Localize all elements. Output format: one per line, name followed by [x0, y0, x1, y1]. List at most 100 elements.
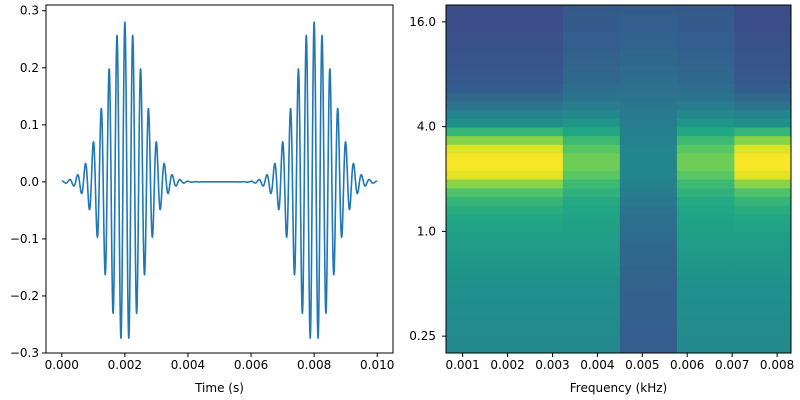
- spectrogram-cell: [676, 31, 735, 41]
- spectrogram-cell: [619, 100, 678, 110]
- spectrogram-cell: [676, 248, 735, 258]
- spectrogram-cell: [562, 92, 621, 102]
- spectrogram-cell: [562, 292, 621, 302]
- spectrogram-cell: [562, 100, 621, 110]
- spectrogram-cell: [676, 300, 735, 311]
- spectrogram-cell: [676, 187, 735, 197]
- spectrogram-cell: [446, 248, 564, 258]
- spectrogram-cell: [446, 109, 564, 119]
- spectrogram-cell: [562, 144, 621, 154]
- spectrogram-cell: [676, 161, 735, 171]
- spectrogram-x-tick-label: 0.006: [670, 358, 704, 372]
- spectrogram-y-tick-label: 16.0: [409, 15, 436, 29]
- spectrogram-cell: [619, 344, 678, 353]
- spectrogram-cell: [619, 83, 678, 93]
- waveform-y-tick-label: 0.1: [20, 118, 39, 132]
- spectrogram-cell: [446, 39, 564, 50]
- spectrogram-cell: [446, 144, 564, 154]
- spectrogram-cell: [619, 5, 678, 15]
- spectrogram-cell: [676, 205, 735, 215]
- spectrogram-cell: [446, 266, 564, 276]
- spectrogram-y-tick-label: 4.0: [417, 120, 436, 134]
- spectrogram-cell: [676, 5, 735, 15]
- spectrogram-cell: [619, 31, 678, 41]
- spectrogram-y-tick-label: 1.0: [417, 224, 436, 238]
- spectrogram-cell: [734, 344, 791, 353]
- spectrogram-cell: [446, 152, 564, 163]
- spectrogram-x-ticks: 0.001 0.002 0.003 0.004 0.005 0.006 0.007 0.008: [445, 353, 794, 372]
- spectrogram-cell: [446, 161, 564, 171]
- spectrogram-cell: [446, 187, 564, 197]
- waveform-x-tick-label: 0.004: [171, 358, 205, 372]
- spectrogram-cell: [676, 213, 735, 224]
- spectrogram-cell: [619, 109, 678, 119]
- spectrogram-cell: [562, 187, 621, 197]
- waveform-y-tick-label: 0.2: [20, 61, 39, 75]
- spectrogram-cell: [446, 57, 564, 67]
- spectrogram-x-tick-label: 0.004: [580, 358, 614, 372]
- spectrogram-cell: [734, 248, 791, 258]
- spectrogram-cell: [734, 335, 791, 345]
- spectrogram-cell: [619, 335, 678, 345]
- spectrogram-cell: [562, 222, 621, 232]
- spectrogram-cell: [562, 57, 621, 67]
- spectrogram-cell: [446, 74, 564, 84]
- spectrogram-panel: 0.001 0.002 0.003 0.004 0.005 0.006 0.007 0.008…: [409, 4, 794, 395]
- spectrogram-cell: [619, 22, 678, 32]
- spectrogram-cell: [446, 170, 564, 180]
- spectrogram-cell: [619, 170, 678, 180]
- spectrogram-cell: [562, 170, 621, 180]
- spectrogram-cell: [562, 274, 621, 284]
- spectrogram-x-tick-label: 0.007: [715, 358, 749, 372]
- spectrogram-cell: [562, 109, 621, 119]
- spectrogram-cell: [446, 300, 564, 311]
- waveform-y-tick-label: −0.3: [10, 346, 39, 360]
- spectrogram-cell: [734, 65, 791, 76]
- spectrogram-cell: [619, 74, 678, 84]
- spectrogram-cell: [446, 274, 564, 284]
- spectrogram-cell: [562, 318, 621, 328]
- spectrogram-cell: [562, 257, 621, 267]
- spectrogram-cell: [562, 13, 621, 23]
- spectrogram-cell: [562, 335, 621, 345]
- waveform-x-tick-label: 0.000: [45, 358, 79, 372]
- spectrogram-cell: [446, 135, 564, 145]
- spectrogram-cell: [446, 283, 564, 293]
- waveform-panel: 0.000 0.002 0.004 0.006 0.008 0.010 −0.3 −0.2 −…: [10, 4, 395, 395]
- spectrogram-cell: [676, 326, 735, 337]
- waveform-y-tick-label: 0.3: [20, 4, 39, 18]
- spectrogram-cell: [562, 205, 621, 215]
- spectrogram-cell: [619, 318, 678, 328]
- spectrogram-cell: [734, 31, 791, 41]
- spectrogram-cell: [734, 152, 791, 163]
- spectrogram-cell: [676, 292, 735, 302]
- spectrogram-cell: [676, 344, 735, 353]
- spectrogram-cell: [676, 231, 735, 241]
- spectrogram-cell: [676, 318, 735, 328]
- waveform-x-ticks: 0.000 0.002 0.004 0.006 0.008 0.010: [45, 353, 394, 372]
- spectrogram-cell: [676, 335, 735, 345]
- spectrogram-cell: [676, 100, 735, 110]
- spectrogram-cell: [619, 309, 678, 319]
- spectrogram-cell: [619, 144, 678, 154]
- spectrogram-cell: [619, 239, 678, 250]
- waveform-y-tick-label: −0.2: [10, 289, 39, 303]
- spectrogram-cell: [562, 126, 621, 137]
- spectrogram-cell: [676, 135, 735, 145]
- spectrogram-cell: [619, 92, 678, 102]
- spectrogram-cell: [562, 135, 621, 145]
- spectrogram-cell: [619, 257, 678, 267]
- spectrogram-cell: [676, 48, 735, 58]
- spectrogram-cell: [562, 326, 621, 337]
- spectrogram-cell: [619, 48, 678, 58]
- spectrogram-cell: [676, 83, 735, 93]
- spectrogram-cell: [619, 300, 678, 311]
- spectrogram-cell: [734, 83, 791, 93]
- spectrogram-cell: [619, 283, 678, 293]
- waveform-series-group: [61, 21, 378, 339]
- spectrogram-cell: [734, 205, 791, 215]
- spectrogram-cell: [562, 309, 621, 319]
- waveform-y-tick-label: −0.1: [10, 232, 39, 246]
- spectrogram-cell: [619, 274, 678, 284]
- spectrogram-cell: [734, 300, 791, 311]
